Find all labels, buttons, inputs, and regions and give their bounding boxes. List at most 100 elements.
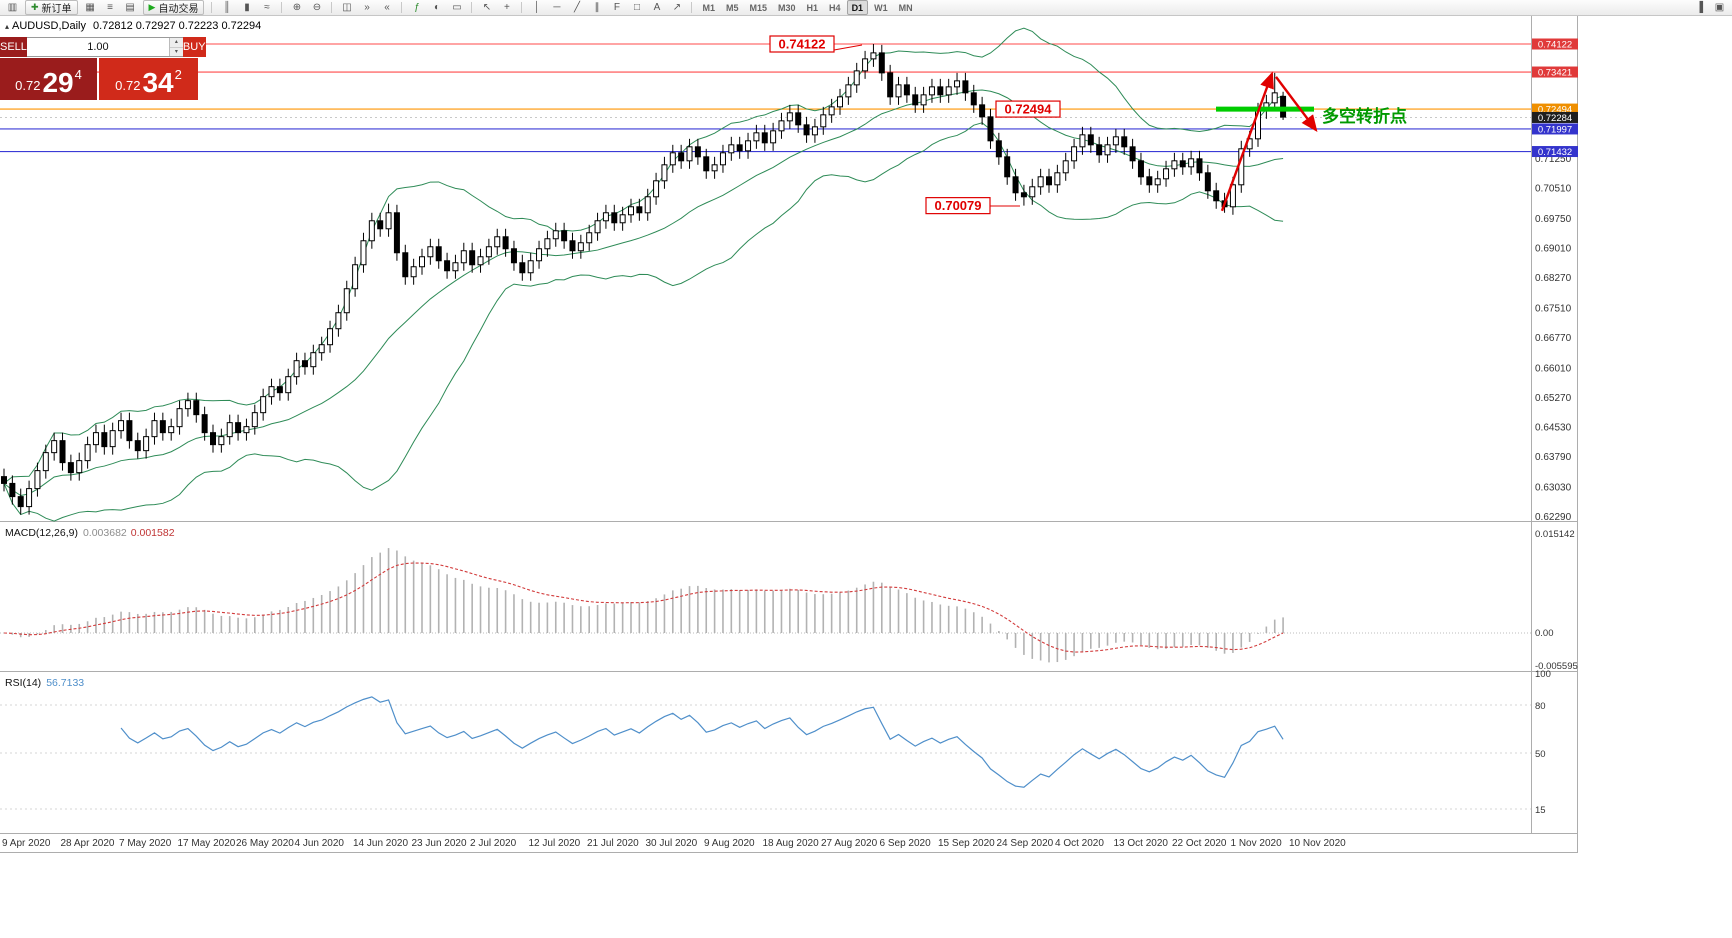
svg-text:0.71997: 0.71997 — [1538, 124, 1572, 135]
svg-text:0.64530: 0.64530 — [1535, 422, 1572, 433]
line-chart-mode-icon[interactable]: ≈ — [264, 1, 270, 13]
svg-text:28 Apr 2020: 28 Apr 2020 — [61, 838, 115, 849]
tile-windows-icon[interactable]: ◫ — [342, 1, 352, 13]
svg-text:0.68270: 0.68270 — [1535, 273, 1572, 284]
svg-text:50: 50 — [1535, 749, 1546, 760]
sell-price-base: 0.72 — [15, 77, 41, 93]
svg-text:0.69010: 0.69010 — [1535, 243, 1572, 254]
timeframe-w1-button[interactable]: W1 — [874, 2, 888, 13]
buy-price-button[interactable]: 0.72 34 2 — [99, 58, 198, 100]
time-axis: 9 Apr 2020 28 Apr 2020 7 May 2020 17 May 20… — [2, 838, 1346, 849]
window-menu-icon[interactable]: ▣ — [1714, 1, 1725, 13]
chart-shift-icon[interactable]: « — [384, 1, 390, 13]
timeframe-h1-button[interactable]: H1 — [806, 2, 819, 13]
chart-symbol-period: AUDUSD,Daily — [12, 20, 86, 32]
chart-annotations[interactable]: 0.74122 0.72494 0.70079 多空转折点 — [769, 35, 1407, 215]
toolbar-separator — [281, 2, 283, 13]
equidistant-channel-icon[interactable]: ∥ — [594, 1, 600, 13]
sell-button[interactable]: SELL — [0, 37, 27, 57]
new-chart-icon[interactable]: ▥ — [7, 1, 18, 13]
timeframe-h4-button[interactable]: H4 — [829, 2, 841, 13]
candle-chart-mode-icon[interactable]: ▮ — [244, 1, 250, 13]
lot-size-input[interactable] — [26, 38, 169, 56]
rsi-label: RSI(14) 56.7133 — [5, 677, 84, 689]
timeframe-m30-button[interactable]: M30 — [778, 2, 796, 13]
svg-text:-0.005595: -0.005595 — [1535, 661, 1578, 672]
svg-text:0.72284: 0.72284 — [1538, 113, 1572, 124]
timeframe-d1-button[interactable]: D1 — [846, 0, 869, 15]
svg-text:0.72494: 0.72494 — [1005, 102, 1053, 117]
rsi-indicator: 100 80 50 15 — [0, 669, 1551, 816]
timeframe-mn-button[interactable]: MN — [898, 2, 913, 13]
indicators-icon[interactable]: ƒ — [414, 1, 420, 13]
zoom-out-icon[interactable]: ⊖ — [312, 1, 322, 13]
toolbar: ▥ ✚ 新订单 ▦ ≡ ▤ ▶ 自动交易 ║ ▮ ≈ ⊕ ⊖ ◫ » « ƒ ◐ ▭ ↖ + │ ─ ╱ ∥ F □ A ↗ M1 M5 M1… — [0, 0, 1732, 16]
svg-text:4 Jun 2020: 4 Jun 2020 — [295, 838, 345, 849]
auto-trading-button[interactable]: ▶ 自动交易 — [142, 0, 205, 15]
cursor-icon[interactable]: ↖ — [482, 1, 492, 13]
chart-ohlc-values: 0.72812 0.72927 0.72223 0.72294 — [92, 20, 262, 32]
svg-text:7 May 2020: 7 May 2020 — [119, 838, 172, 849]
candlestick-series[interactable] — [1, 44, 1287, 515]
bar-chart-mode-icon[interactable]: ║ — [223, 1, 231, 13]
macd-main-value: 0.003682 — [82, 527, 127, 539]
fibonacci-icon[interactable]: F — [613, 1, 621, 13]
svg-text:14 Jun 2020: 14 Jun 2020 — [353, 838, 408, 849]
svg-text:15: 15 — [1535, 805, 1546, 816]
vertical-line-icon[interactable]: │ — [533, 1, 541, 13]
timeframe-m5-button[interactable]: M5 — [725, 2, 739, 13]
horizontal-line-icon[interactable]: ─ — [553, 1, 561, 13]
buy-button[interactable]: BUY — [182, 37, 206, 57]
profiles-icon[interactable]: ≡ — [107, 1, 113, 13]
new-order-button[interactable]: ✚ 新订单 — [25, 0, 78, 15]
svg-text:23 Jun 2020: 23 Jun 2020 — [412, 838, 467, 849]
sell-price-button[interactable]: 0.72 29 4 — [0, 58, 97, 100]
toolbar-separator — [691, 2, 693, 13]
svg-text:0.70510: 0.70510 — [1535, 183, 1572, 194]
lot-increase-button[interactable]: ▴ — [169, 38, 183, 48]
svg-text:9 Apr 2020: 9 Apr 2020 — [2, 838, 51, 849]
toolbar-items: ▥ ✚ 新订单 ▦ ≡ ▤ ▶ 自动交易 ║ ▮ ≈ ⊕ ⊖ ◫ » « ƒ ◐ ▭ ↖ + │ ─ ╱ ∥ F □ A ↗ M1 M5 M1… — [3, 0, 918, 15]
svg-text:0.65270: 0.65270 — [1535, 393, 1572, 404]
svg-text:18 Aug 2020: 18 Aug 2020 — [763, 838, 820, 849]
macd-signal-value: 0.001582 — [130, 527, 175, 539]
macd-name: MACD(12,26,9) — [5, 527, 78, 539]
svg-text:80: 80 — [1535, 701, 1546, 712]
auto-scroll-icon[interactable]: » — [364, 1, 370, 13]
trendline-icon[interactable]: ╱ — [573, 1, 580, 13]
timeframe-m1-button[interactable]: M1 — [702, 2, 715, 13]
svg-text:24 Sep 2020: 24 Sep 2020 — [997, 838, 1054, 849]
text-label-icon[interactable]: A — [653, 1, 661, 13]
toolbar-separator — [211, 2, 213, 13]
periods-icon[interactable]: ◐ — [433, 1, 440, 13]
svg-text:0.70079: 0.70079 — [935, 198, 982, 213]
buy-price-base: 0.72 — [115, 77, 141, 93]
svg-text:0.66770: 0.66770 — [1535, 333, 1572, 344]
zoom-in-icon[interactable]: ⊕ — [292, 1, 302, 13]
svg-text:多空转折点: 多空转折点 — [1322, 106, 1407, 126]
toolbar-right: ▐ ▣ — [1690, 0, 1729, 15]
svg-text:1 Nov 2020: 1 Nov 2020 — [1231, 838, 1283, 849]
svg-text:0.71250: 0.71250 — [1535, 154, 1572, 165]
toolbar-separator — [401, 2, 403, 13]
arrow-objects-icon[interactable]: ↗ — [672, 1, 682, 13]
rsi-value: 56.7133 — [46, 677, 85, 689]
charts-grid-icon[interactable]: ▦ — [85, 1, 95, 13]
shapes-icon[interactable]: □ — [633, 1, 640, 13]
toolbar-separator — [521, 2, 523, 13]
timeframe-m15-button[interactable]: M15 — [749, 2, 768, 13]
market-watch-icon[interactable]: ▤ — [125, 1, 135, 13]
price-axis: 0.71250 0.70510 0.69750 0.69010 0.68270 0.675… — [1532, 38, 1578, 523]
svg-text:0.67510: 0.67510 — [1535, 303, 1572, 314]
crosshair-icon[interactable]: + — [504, 1, 510, 13]
dock-panel-icon[interactable]: ▐ — [1695, 1, 1704, 13]
svg-text:0.71432: 0.71432 — [1538, 147, 1572, 158]
one-click-price-row: 0.72 29 4 0.72 34 2 — [0, 58, 198, 100]
svg-text:6 Sep 2020: 6 Sep 2020 — [880, 838, 932, 849]
lot-decrease-button[interactable]: ▾ — [169, 47, 183, 56]
templates-icon[interactable]: ▭ — [452, 1, 462, 13]
auto-trading-button-icon: ▶ — [148, 2, 156, 12]
svg-text:0.74122: 0.74122 — [779, 37, 826, 52]
